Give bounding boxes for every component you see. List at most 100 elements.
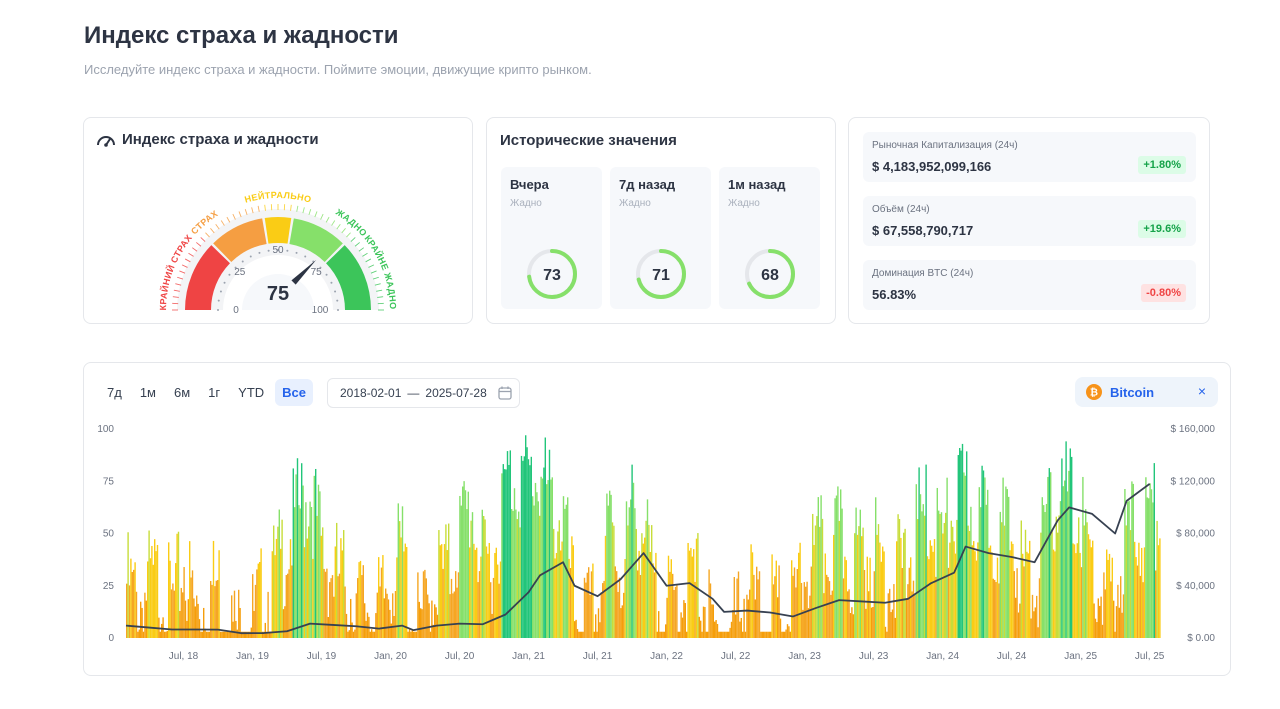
fear-greed-bar bbox=[445, 524, 447, 638]
y-left-tick-label: 25 bbox=[103, 581, 115, 592]
fear-greed-bar bbox=[1034, 607, 1036, 638]
fear-greed-bar bbox=[831, 590, 833, 638]
fear-greed-bar bbox=[761, 631, 763, 638]
fear-greed-bar bbox=[477, 582, 479, 638]
volume-value: $ 67,558,790,717 bbox=[872, 223, 974, 238]
fear-greed-bar bbox=[553, 528, 555, 638]
fear-greed-bar bbox=[723, 631, 726, 638]
fear-greed-bar bbox=[492, 577, 495, 638]
fear-greed-bar bbox=[410, 631, 412, 638]
range-7d-button[interactable]: 7д bbox=[107, 385, 122, 400]
gauge-zone-label: НЕЙТРАЛЬНО bbox=[243, 190, 312, 205]
fear-greed-bar bbox=[621, 605, 623, 638]
fear-greed-bar bbox=[624, 559, 626, 638]
fear-greed-bar bbox=[1054, 551, 1056, 638]
fear-greed-bar bbox=[655, 552, 657, 638]
fear-greed-bar bbox=[476, 547, 478, 638]
fear-greed-bar bbox=[660, 631, 663, 638]
range-all-button[interactable]: Все bbox=[275, 379, 314, 406]
fear-greed-bar bbox=[980, 507, 982, 638]
historical-card: Исторические значения Вчера Жадно 73 7д … bbox=[486, 117, 836, 324]
gauge-inner-dot bbox=[295, 251, 298, 254]
fear-greed-bar bbox=[422, 571, 425, 638]
fear-greed-bar bbox=[1068, 470, 1070, 638]
range-1m-button[interactable]: 1м bbox=[139, 385, 156, 400]
gauge-outer-tick bbox=[175, 283, 182, 286]
fear-greed-bar bbox=[329, 582, 331, 638]
fear-greed-bar bbox=[751, 552, 754, 638]
fear-greed-bar bbox=[544, 437, 546, 638]
fear-greed-bar bbox=[687, 542, 689, 638]
fear-greed-bar bbox=[813, 544, 815, 638]
fear-greed-bar bbox=[273, 525, 275, 638]
x-tick-label: Jul, 18 bbox=[169, 651, 199, 662]
fear-greed-bar bbox=[413, 631, 415, 638]
fear-greed-bar bbox=[754, 599, 756, 638]
fear-greed-bar bbox=[1156, 520, 1158, 638]
fear-greed-bar bbox=[721, 631, 723, 638]
fear-greed-bar bbox=[148, 530, 150, 638]
fear-greed-bar bbox=[792, 575, 794, 638]
fear-greed-bar bbox=[875, 497, 877, 638]
fear-greed-bar bbox=[1149, 483, 1151, 638]
fear-greed-bar bbox=[369, 631, 371, 638]
fear-greed-bar bbox=[518, 511, 520, 638]
fear-greed-bar bbox=[863, 570, 866, 638]
fear-greed-bar bbox=[785, 629, 787, 638]
fear-greed-bar bbox=[155, 551, 157, 638]
fear-greed-bar bbox=[1006, 489, 1008, 638]
fear-greed-bar bbox=[821, 518, 824, 638]
fear-greed-bar bbox=[712, 604, 714, 638]
fear-greed-bar bbox=[613, 525, 615, 638]
fear-greed-bar bbox=[617, 591, 619, 638]
fear-greed-bar bbox=[953, 541, 955, 638]
fear-greed-bar bbox=[221, 631, 223, 638]
gauge-inner-dot bbox=[319, 266, 322, 269]
x-tick-label: Jul, 24 bbox=[997, 651, 1027, 662]
range-ytd-button[interactable]: YTD bbox=[238, 385, 265, 400]
fear-greed-bar bbox=[770, 631, 772, 638]
fear-greed-bar bbox=[786, 624, 789, 638]
gauge-outer-tick bbox=[302, 207, 305, 214]
fear-greed-bar bbox=[175, 563, 177, 638]
fear-greed-bar bbox=[1124, 489, 1126, 638]
fear-greed-bar bbox=[166, 630, 168, 638]
fear-greed-bar bbox=[557, 531, 559, 638]
date-range-picker[interactable]: 2018-02-01 — 2025-07-28 bbox=[327, 378, 520, 408]
fear-greed-bar bbox=[700, 620, 702, 638]
asset-chip[interactable]: ₿ Bitcoin × bbox=[1075, 377, 1218, 407]
speedometer-icon bbox=[97, 135, 115, 147]
fear-greed-bar bbox=[578, 631, 580, 638]
fear-greed-bar bbox=[497, 564, 499, 638]
fear-greed-bar bbox=[168, 542, 170, 638]
gauge-outer-tick bbox=[362, 252, 368, 257]
fear-greed-bar bbox=[662, 631, 664, 638]
fear-greed-bar bbox=[1097, 598, 1099, 638]
fear-greed-bar bbox=[912, 580, 915, 638]
fear-greed-bar bbox=[1146, 497, 1148, 638]
fear-greed-bar bbox=[183, 567, 185, 638]
fear-greed-bar bbox=[1111, 557, 1113, 638]
gauge-outer-tick bbox=[177, 276, 184, 280]
fear-greed-bar bbox=[280, 548, 282, 638]
fear-greed-bar bbox=[764, 631, 766, 638]
fear-greed-bar bbox=[337, 576, 339, 638]
fear-greed-bar bbox=[389, 609, 391, 638]
gauge-needle bbox=[291, 259, 317, 285]
fear-greed-bar bbox=[485, 546, 488, 638]
range-6m-button[interactable]: 6м bbox=[174, 385, 191, 400]
range-1y-button[interactable]: 1г bbox=[208, 385, 221, 400]
fear-greed-bar bbox=[254, 584, 257, 638]
fear-greed-bar bbox=[429, 631, 432, 638]
fear-greed-bar bbox=[189, 541, 191, 638]
market-cap-label: Рыночная Капитализация (24ч) bbox=[872, 140, 1018, 151]
fear-greed-bar bbox=[835, 495, 838, 638]
fear-greed-bar bbox=[547, 480, 549, 638]
fear-greed-bar bbox=[1050, 472, 1052, 638]
close-icon[interactable]: × bbox=[1197, 383, 1206, 399]
fear-greed-bar bbox=[1083, 525, 1085, 638]
fear-greed-bar bbox=[947, 567, 950, 638]
fear-greed-bar bbox=[295, 474, 297, 638]
fear-greed-bar bbox=[945, 512, 947, 638]
fear-greed-bar bbox=[886, 631, 888, 638]
